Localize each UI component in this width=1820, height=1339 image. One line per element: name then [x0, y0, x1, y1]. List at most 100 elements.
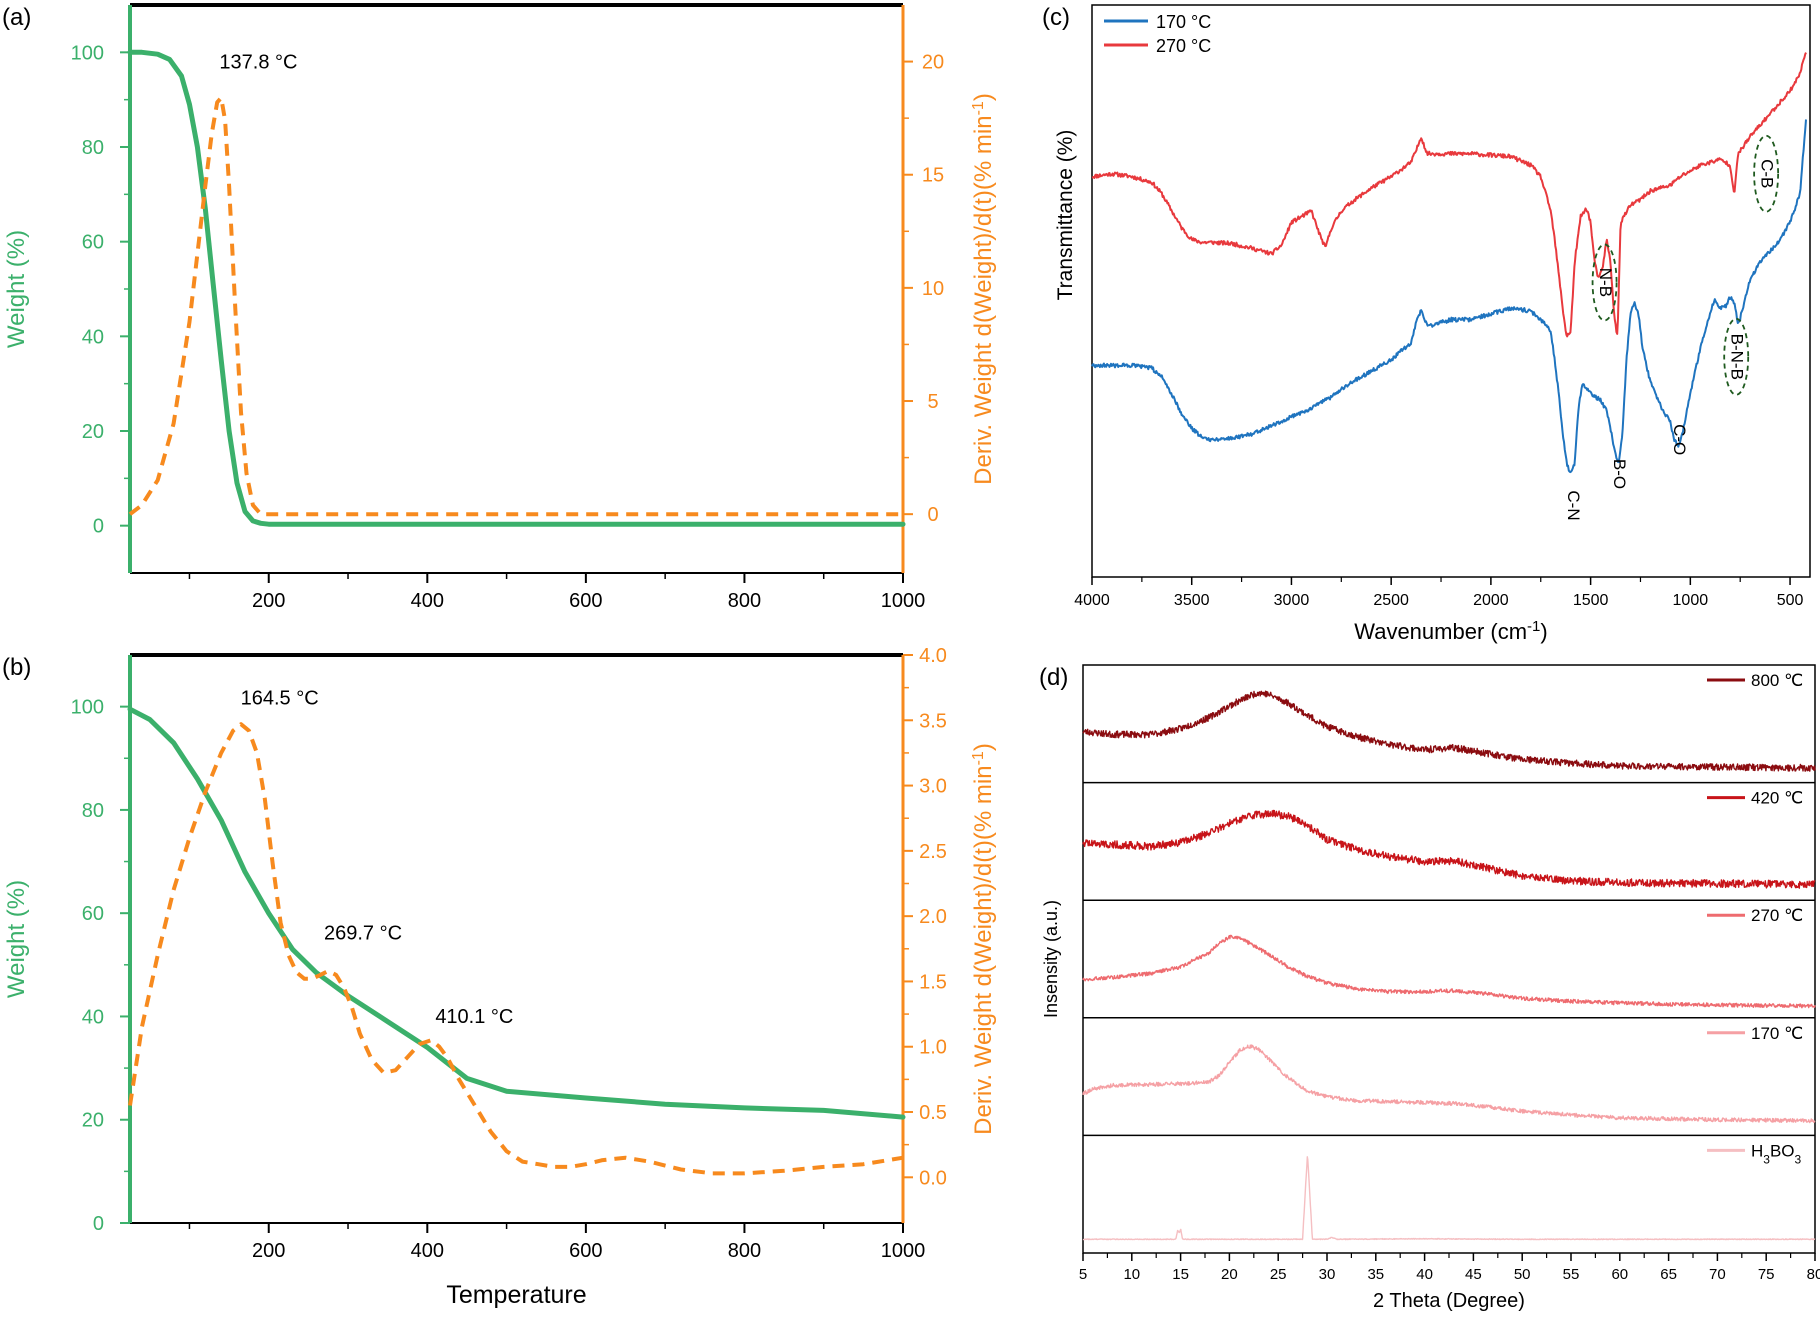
- panel-b-x-title: Temperature: [446, 1281, 586, 1309]
- panel-c-x-tick-label: 3500: [1174, 592, 1210, 609]
- panel-b-y2-tick-label: 1.0: [919, 1037, 947, 1059]
- panel-b-y2-tick-label: 2.0: [919, 906, 947, 928]
- panel-b-y-tick-label: 40: [82, 1006, 104, 1028]
- panel-a-y2-tick-label: 20: [922, 52, 944, 74]
- panel-c-band-label: N-B: [1596, 268, 1615, 297]
- panel-c-series-270c: [1091, 52, 1807, 338]
- panel-d-series-420: [1082, 809, 1816, 889]
- panel-c-x-tick-label: 1500: [1573, 592, 1609, 609]
- panel-c-x-tick-label: 2000: [1473, 592, 1509, 609]
- panel-b-series-deriv-weight: [128, 722, 904, 1176]
- panel-d-x-tick-label: 20: [1221, 1266, 1238, 1283]
- panel-d-series-270: [1082, 934, 1816, 1009]
- panel-a-x-tick-label: 200: [252, 590, 285, 612]
- panel-a-peak-annotation: 137.8 °C: [219, 51, 297, 73]
- panel-d-legend-label-sub: 3: [1763, 1152, 1770, 1166]
- panel-c-x-title-sup: -1: [1527, 618, 1540, 635]
- panel-c-legend-label: 170 °C: [1156, 12, 1211, 32]
- panel-c-band-label: B-O: [1610, 459, 1629, 489]
- panel-b-y-tick-label: 20: [82, 1110, 104, 1132]
- panel-d-x-tick-label: 45: [1465, 1266, 1482, 1283]
- panel-d-x-tick-label: 75: [1758, 1266, 1775, 1283]
- panel-b-y2-tick-label: 0.0: [919, 1167, 947, 1189]
- panel-d-x-tick-label: 25: [1270, 1266, 1287, 1283]
- panel-b-y2-tick-label: 3.5: [919, 710, 947, 732]
- panel-d-label: (d): [1039, 664, 1068, 691]
- panel-b-y2-title-sup: -1: [970, 751, 987, 765]
- panel-b-y2-title: Deriv. Weight d(Weight)/d(t)(% min-1): [970, 743, 998, 1135]
- panel-d-x-title: 2 Theta (Degree): [1373, 1290, 1525, 1312]
- panel-a-y-tick-label: 60: [82, 232, 104, 254]
- panel-c-legend-label: 270 °C: [1156, 36, 1211, 56]
- panel-b-y2-title-close: ): [970, 743, 997, 751]
- panel-b-y2-tick-label: 2.5: [919, 841, 947, 863]
- panel-c-band-label: C-O: [1670, 424, 1689, 455]
- panel-d-x-tick-label: 80: [1807, 1266, 1820, 1283]
- panel-d-series-800: [1082, 690, 1816, 772]
- panel-c-y-title: Transmittance (%): [1054, 130, 1077, 301]
- panel-b-y-tick-label: 0: [93, 1213, 104, 1235]
- panel-d-legend-label: 270 ℃: [1751, 906, 1803, 925]
- panel-c-band-highlight: [1723, 317, 1750, 396]
- panel-a-y2-tick-label: 5: [927, 391, 938, 413]
- panel-a-y2-title-sup: -1: [970, 101, 987, 115]
- panel-a-y-tick-label: 0: [93, 516, 104, 538]
- panel-d-x-tick-label: 40: [1416, 1266, 1433, 1283]
- panel-a-series-deriv-weight: [128, 95, 903, 517]
- panel-b-y2-tick-label: 3.0: [919, 776, 947, 798]
- panel-a-y2-tick-label: 10: [922, 278, 944, 300]
- panel-a-series-weight: [127, 49, 906, 527]
- panel-d-legend-label-part: H: [1751, 1141, 1763, 1160]
- panel-b-label: (b): [2, 654, 31, 681]
- panel-c-series-170c: [1091, 119, 1807, 474]
- panel-c-band-label: B-N-B: [1728, 334, 1747, 380]
- panel-a-y-tick-label: 80: [82, 137, 104, 159]
- panel-a-y2-tick-label: 15: [922, 165, 944, 187]
- panel-b-x-tick-label: 600: [569, 1240, 602, 1262]
- panel-b-x-tick-label: 200: [252, 1240, 285, 1262]
- panel-b-y2-tick-label: 1.5: [919, 971, 947, 993]
- panel-a-y2-tick-label: 0: [927, 504, 938, 526]
- panel-c-x-tick-label: 2500: [1373, 592, 1409, 609]
- panel-a-x-tick-label: 1000: [881, 590, 926, 612]
- panel-d-frame: [1082, 664, 1816, 1254]
- panel-b-y-tick-label: 60: [82, 903, 104, 925]
- panel-d-y-title: Insensity (a.u.): [1041, 900, 1061, 1018]
- panel-d-legend-label: 800 ℃: [1751, 671, 1803, 690]
- panel-a-y-tick-label: 40: [82, 326, 104, 348]
- panel-d-legend-label: 420 ℃: [1751, 789, 1803, 808]
- panel-b-peak-annotation: 269.7 °C: [324, 923, 402, 945]
- panel-b-series-weight: [127, 706, 906, 1120]
- panel-c-x-title: Wavenumber (cm-1): [1354, 618, 1547, 645]
- panel-c-x-title-main: Wavenumber (cm: [1354, 619, 1527, 644]
- panel-a-y2-title-close: ): [970, 93, 997, 101]
- panel-d-x-tick-label: 65: [1660, 1266, 1677, 1283]
- panel-c-frame: [1091, 4, 1811, 578]
- panel-a-x-tick-label: 600: [569, 590, 602, 612]
- panel-b-peak-annotation: 164.5 °C: [241, 688, 319, 710]
- panel-d-series-h3bo3: [1082, 1156, 1816, 1241]
- panel-d-x-tick-label: 35: [1367, 1266, 1384, 1283]
- panel-b-y2-tick-label: 0.5: [919, 1102, 947, 1124]
- panel-c-band-highlight: [1591, 243, 1618, 322]
- panel-a-x-tick-label: 800: [728, 590, 761, 612]
- panel-b-y-tick-label: 100: [71, 697, 104, 719]
- panel-c-x-tick-label: 3000: [1274, 592, 1310, 609]
- panel-a-x-tick-label: 400: [411, 590, 444, 612]
- panel-c-band-label: C-N: [1564, 490, 1583, 520]
- panel-b-y2-tick-label: 4.0: [919, 645, 947, 667]
- panel-b-y-tick-label: 80: [82, 800, 104, 822]
- panel-a-y2-title: Deriv. Weight d(Weight)/d(t)(% min-1): [970, 93, 998, 485]
- panel-d-legend-label: H3BO3: [1751, 1141, 1802, 1166]
- panel-a-label: (a): [2, 4, 31, 31]
- panel-a-y-title: Weight (%): [3, 230, 30, 348]
- panel-a-y2-title-main: Deriv. Weight d(Weight)/d(t)(% min: [970, 115, 997, 484]
- panel-b-x-tick-label: 1000: [881, 1240, 926, 1262]
- panel-d-x-tick-label: 50: [1514, 1266, 1531, 1283]
- panel-c-x-tick-label: 4000: [1074, 592, 1110, 609]
- panel-a-y-tick-label: 100: [71, 42, 104, 64]
- panel-d-x-tick-label: 60: [1611, 1266, 1628, 1283]
- panel-a-y-tick-label: 20: [82, 421, 104, 443]
- panel-c-band-highlight: [1753, 134, 1780, 213]
